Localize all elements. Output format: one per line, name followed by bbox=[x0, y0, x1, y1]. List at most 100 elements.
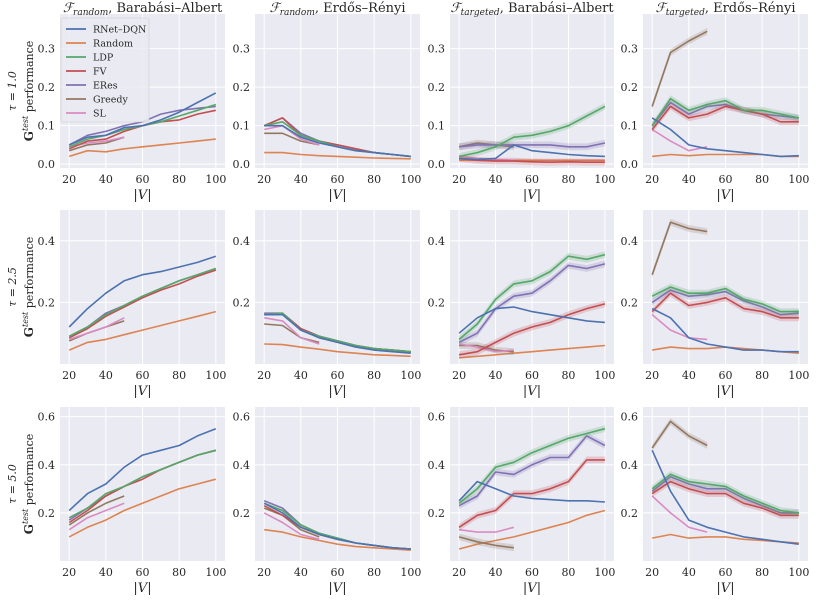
x-tick-label: 40 bbox=[489, 369, 503, 382]
series-line-sl bbox=[264, 317, 320, 345]
x-tick-label: 60 bbox=[525, 173, 539, 186]
column-title: ℱtargeted, Erdős–Rényi bbox=[656, 1, 796, 18]
x-tick-label: 100 bbox=[205, 566, 226, 579]
x-tick-label: 80 bbox=[755, 369, 769, 382]
legend-item: Greedy bbox=[66, 95, 128, 106]
series-line-sl bbox=[458, 343, 514, 353]
legend-label: Greedy bbox=[93, 95, 128, 106]
series-line-sl bbox=[651, 495, 708, 533]
legend-item: LDP bbox=[66, 53, 114, 64]
series-band-greedy bbox=[652, 418, 708, 452]
y-tick-label: 0.4 bbox=[38, 235, 56, 248]
x-tick-label: 60 bbox=[136, 566, 150, 579]
x-tick-label: 100 bbox=[788, 173, 809, 186]
x-axis-label: |V| bbox=[716, 384, 734, 399]
x-tick-label: 40 bbox=[682, 369, 696, 382]
series-line-fv bbox=[458, 303, 606, 356]
series-line-random bbox=[264, 151, 411, 160]
x-tick-label: 60 bbox=[331, 369, 345, 382]
x-tick-label: 80 bbox=[755, 566, 769, 579]
legend-label: FV bbox=[93, 67, 107, 78]
panel-r3-c4: 20 40 60 80 100 |V| 0.2 0.4 0.6 bbox=[621, 407, 809, 596]
series-band-eres bbox=[652, 286, 799, 319]
panel-r2-c2: 20 40 60 80 100 |V| 0.2 0.4 bbox=[233, 210, 421, 399]
x-tick-label: 40 bbox=[489, 173, 503, 186]
x-tick-label: 100 bbox=[400, 369, 421, 382]
series-line-ldp bbox=[651, 473, 799, 514]
series-band-ldp bbox=[459, 251, 605, 343]
panel-r1-c4: 20 40 60 80 100 |V| 0.0 0.1 0.2 0.3 ℱtargeted, Erd… bbox=[621, 1, 810, 203]
x-axis-label: |V| bbox=[328, 188, 346, 203]
column-title: ℱrandom, Erdős–Rényi bbox=[269, 1, 405, 18]
series-line-greedy bbox=[458, 536, 514, 549]
y-tick-label: 0.2 bbox=[621, 507, 639, 520]
series-line-greedy bbox=[68, 495, 125, 526]
panel-r3-c2: 20 40 60 80 100 |V| 0.2 0.4 0.6 bbox=[233, 407, 421, 596]
legend-item: Random bbox=[66, 39, 133, 50]
series-line-rnetdqn bbox=[651, 449, 799, 545]
y-tick-label: 0.6 bbox=[38, 411, 56, 424]
row-tau-label: τ = 2.5 bbox=[6, 267, 19, 307]
x-axis-label: |V| bbox=[523, 581, 541, 596]
y-tick-label: 0.4 bbox=[621, 235, 639, 248]
series-band-fv bbox=[459, 155, 605, 166]
x-tick-label: 20 bbox=[62, 369, 76, 382]
series-line-rnetdqn bbox=[651, 307, 799, 353]
x-tick-label: 80 bbox=[367, 369, 381, 382]
legend-label: ERes bbox=[93, 81, 118, 92]
series-line-greedy bbox=[68, 136, 125, 152]
series-line-random bbox=[264, 528, 411, 551]
y-tick-label: 0.1 bbox=[233, 120, 251, 133]
x-tick-label: 20 bbox=[62, 173, 76, 186]
y-tick-label: 0.6 bbox=[428, 411, 446, 424]
series-line-sl bbox=[263, 512, 320, 541]
series-line-ldp bbox=[458, 253, 606, 341]
x-tick-label: 100 bbox=[205, 369, 226, 382]
y-tick-label: 0.3 bbox=[621, 43, 639, 56]
y-tick-label: 0.0 bbox=[38, 158, 56, 171]
series-line-random bbox=[68, 310, 216, 351]
x-tick-label: 40 bbox=[99, 173, 113, 186]
series-line-ldp bbox=[651, 97, 799, 127]
y-tick-label: 0.4 bbox=[38, 459, 56, 472]
series-band-ldp bbox=[459, 103, 605, 160]
series-line-sl bbox=[264, 124, 320, 146]
x-tick-label: 60 bbox=[331, 173, 345, 186]
y-tick-label: 0.4 bbox=[428, 459, 446, 472]
panel-r3-c3: 20 40 60 80 100 |V| 0.2 0.4 0.6 bbox=[428, 407, 615, 596]
x-axis-label: |V| bbox=[523, 384, 541, 399]
series-line-ldp bbox=[651, 286, 799, 313]
x-tick-label: 80 bbox=[561, 566, 575, 579]
legend-item: SL bbox=[66, 109, 107, 120]
x-tick-label: 60 bbox=[331, 566, 345, 579]
series-line-eres bbox=[458, 263, 606, 344]
x-axis-label: |V| bbox=[133, 384, 151, 399]
x-tick-label: 60 bbox=[719, 173, 733, 186]
series-line-ldp bbox=[68, 449, 217, 519]
y-tick-label: 0.0 bbox=[621, 158, 639, 171]
series-line-greedy bbox=[264, 132, 320, 146]
y-tick-label: 0.2 bbox=[38, 81, 56, 94]
panel-r1-c2: 20 40 60 80 100 |V| 0.0 0.1 0.2 0.3 ℱrandom, Erdős… bbox=[233, 1, 422, 203]
y-tick-label: 0.3 bbox=[233, 43, 251, 56]
y-tick-label: 0.2 bbox=[233, 296, 251, 309]
series-band-eres bbox=[459, 432, 605, 509]
panel-r2-c3: 20 40 60 80 100 |V| 0.2 0.4 bbox=[428, 210, 615, 399]
x-tick-label: 80 bbox=[172, 173, 186, 186]
series-band-ldp bbox=[652, 283, 799, 315]
series-line-eres bbox=[651, 101, 799, 127]
series-line-fv bbox=[68, 269, 217, 339]
panel-r1-c3: 20 40 60 80 100 |V| 0.0 0.1 0.2 0.3 ℱtargeted, Bar… bbox=[428, 1, 616, 203]
series-line-eres bbox=[651, 475, 799, 514]
x-tick-label: 20 bbox=[257, 173, 271, 186]
series-line-rnetdqn bbox=[651, 117, 799, 158]
x-tick-label: 20 bbox=[452, 173, 466, 186]
y-tick-label: 0.0 bbox=[233, 158, 251, 171]
y-tick-label: 0.2 bbox=[428, 296, 446, 309]
series-line-random bbox=[68, 478, 217, 538]
x-tick-label: 100 bbox=[788, 566, 809, 579]
column-title: ℱrandom, Barabási–Albert bbox=[63, 1, 223, 18]
series-line-rnetdqn bbox=[459, 144, 605, 161]
series-line-rnetdqn bbox=[264, 124, 411, 158]
x-tick-label: 60 bbox=[525, 369, 539, 382]
